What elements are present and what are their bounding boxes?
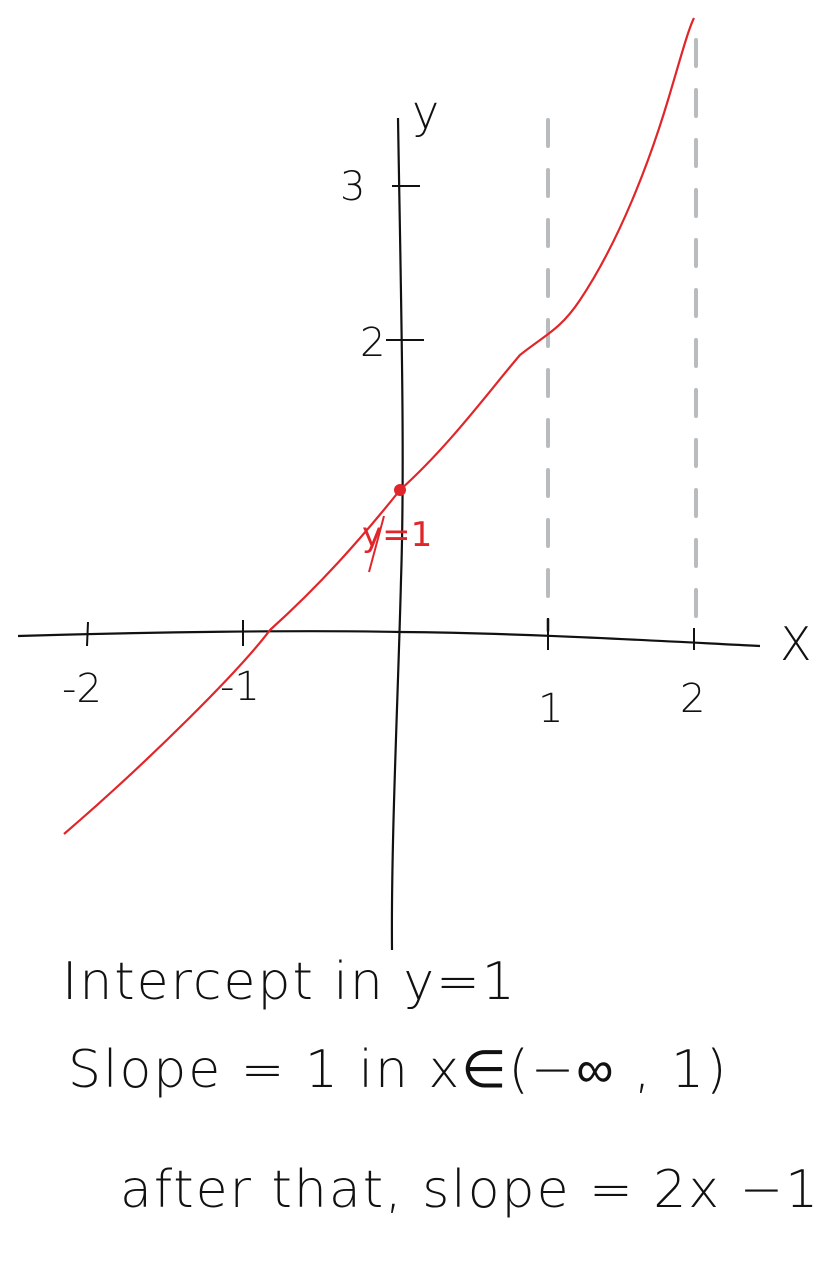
x-tick-minus2 xyxy=(86,621,89,647)
x-tick-label-minus1: -1 xyxy=(220,664,260,710)
y-tick-label-3: 3 xyxy=(340,164,365,210)
note-slope: Slope = 1 in x∈(−∞ , 1) xyxy=(68,1040,729,1100)
note-after: after that, slope = 2x −1 xyxy=(120,1160,821,1220)
intercept-label: y=1 xyxy=(362,515,432,555)
intercept-point xyxy=(394,484,406,496)
y-axis xyxy=(390,117,404,951)
y-tick-label-2: 2 xyxy=(360,320,385,366)
y-axis-name: y xyxy=(412,85,439,139)
x-tick-label-2: 2 xyxy=(680,676,705,722)
function-curve xyxy=(63,17,695,835)
x-tick-label-1: 1 xyxy=(538,686,563,732)
note-intercept: Intercept in y=1 xyxy=(62,952,517,1012)
x-axis xyxy=(17,630,761,648)
intercept-pointer xyxy=(368,515,385,573)
x-axis-name: X xyxy=(780,617,812,671)
x-tick-label-minus2: -2 xyxy=(62,666,102,712)
